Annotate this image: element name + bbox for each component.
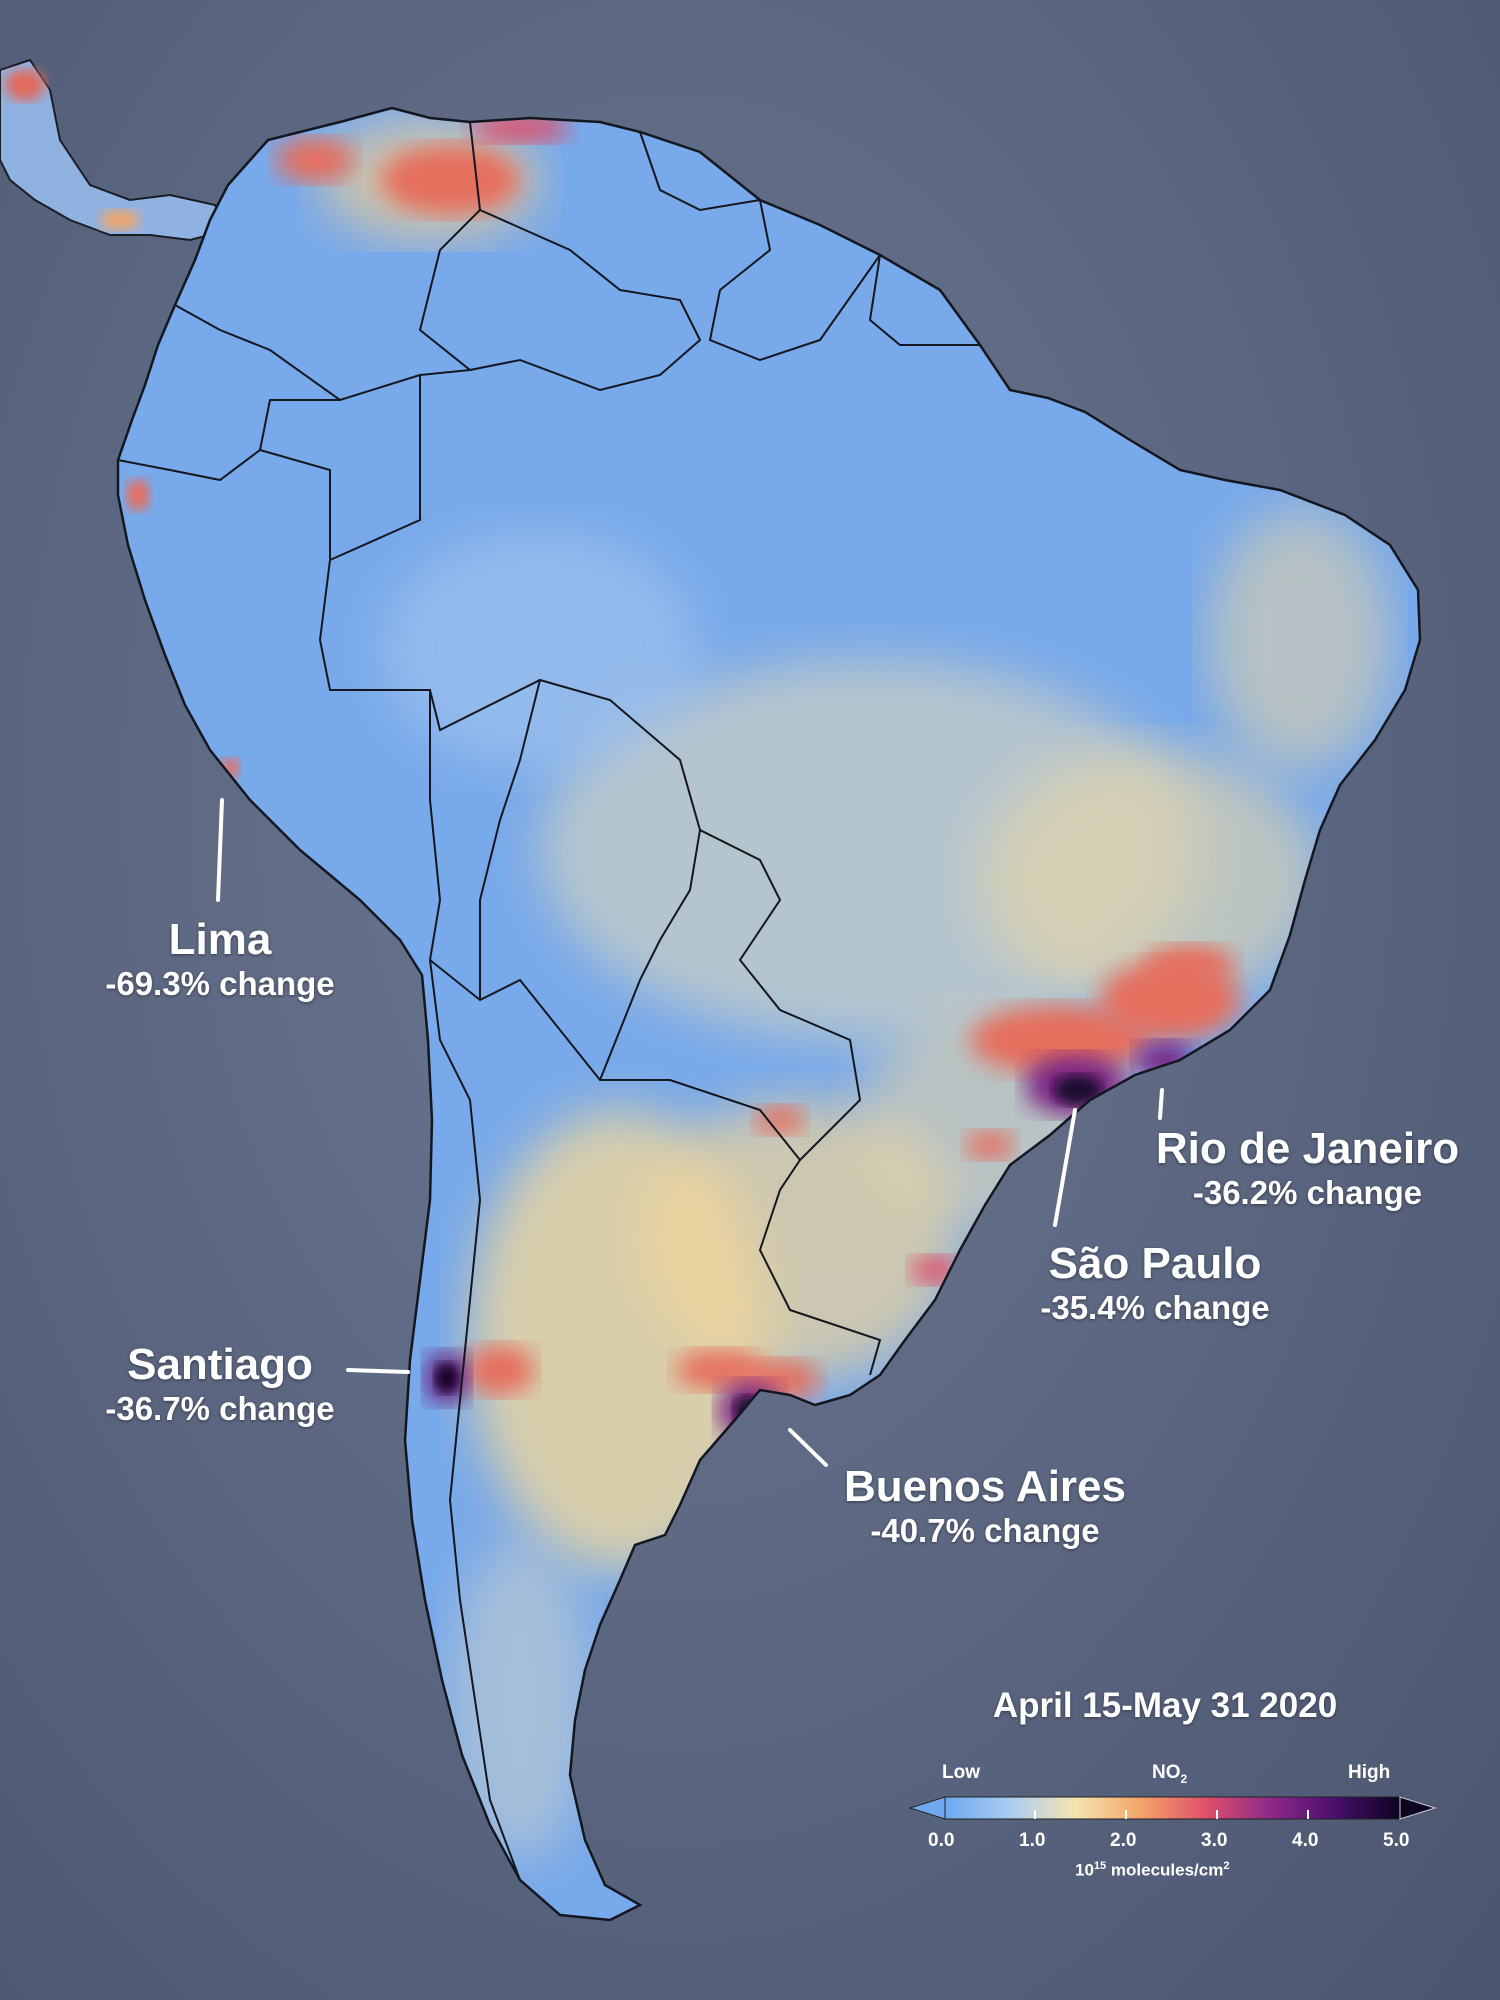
city-name: Lima bbox=[168, 915, 272, 964]
country-borders bbox=[117, 121, 980, 1881]
city-name: São Paulo bbox=[1048, 1239, 1262, 1288]
city-label-sao-paulo: São Paulo -35.4% change bbox=[1000, 1239, 1310, 1327]
legend-tick: 4.0 bbox=[1292, 1830, 1319, 1851]
city-change: -35.4% change bbox=[1040, 1289, 1270, 1326]
legend-tick: 5.0 bbox=[1383, 1830, 1410, 1851]
city-label-buenos-aires: Buenos Aires -40.7% change bbox=[800, 1462, 1170, 1550]
city-name: Buenos Aires bbox=[843, 1462, 1126, 1511]
lima-leader bbox=[216, 798, 224, 902]
legend-high-label: High bbox=[1348, 1762, 1391, 1783]
leader-lines bbox=[216, 798, 1164, 1467]
city-label-rio: Rio de Janeiro -36.2% change bbox=[1130, 1124, 1485, 1212]
units-base: 10 bbox=[1075, 1860, 1094, 1880]
santiago-leader bbox=[346, 1368, 410, 1374]
colorbar-high-arrow bbox=[1399, 1796, 1437, 1820]
units-text: molecules/cm bbox=[1106, 1860, 1224, 1880]
city-change: -69.3% change bbox=[105, 965, 335, 1002]
legend-pollutant-label: NO2 bbox=[1152, 1762, 1187, 1786]
pollutant-subscript: 2 bbox=[1180, 1771, 1188, 1786]
city-change: -36.2% change bbox=[1192, 1174, 1423, 1211]
units-area-exponent: 2 bbox=[1223, 1860, 1230, 1872]
legend-tick: 0.0 bbox=[928, 1830, 955, 1851]
legend-tick: 3.0 bbox=[1201, 1830, 1228, 1851]
buenos-aires-leader bbox=[788, 1428, 828, 1467]
date-range-title: April 15-May 31 2020 bbox=[992, 1686, 1338, 1725]
city-change: -36.7% change bbox=[105, 1390, 335, 1427]
city-label-lima: Lima -69.3% change bbox=[60, 915, 380, 1003]
city-name: Rio de Janeiro bbox=[1155, 1124, 1460, 1173]
legend-units: 1015 molecules/cm2 bbox=[1075, 1860, 1229, 1881]
rio-leader bbox=[1158, 1088, 1164, 1120]
city-name: Santiago bbox=[127, 1340, 313, 1389]
legend-tick: 2.0 bbox=[1110, 1830, 1137, 1851]
city-change: -40.7% change bbox=[870, 1512, 1100, 1549]
legend-low-label: Low bbox=[942, 1762, 980, 1783]
units-exponent: 15 bbox=[1093, 1860, 1107, 1872]
city-label-santiago: Santiago -36.7% change bbox=[60, 1340, 380, 1428]
colorbar bbox=[908, 1796, 1437, 1820]
colorbar-low-arrow bbox=[908, 1796, 946, 1820]
legend-tick: 1.0 bbox=[1019, 1830, 1046, 1851]
sao-paulo-leader bbox=[1053, 1108, 1077, 1227]
pollutant-name: NO bbox=[1152, 1762, 1181, 1783]
